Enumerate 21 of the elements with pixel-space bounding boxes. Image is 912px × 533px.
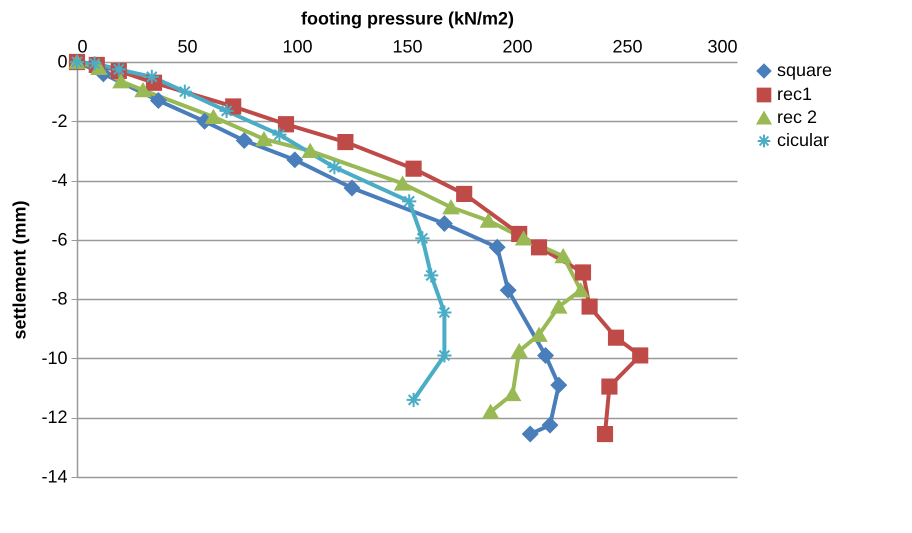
x-tick-label: 150 — [392, 36, 423, 56]
y-axis-title: settlement (mm) — [9, 200, 30, 340]
x-tick-label: 250 — [612, 36, 643, 56]
x-tick-label: 50 — [177, 36, 198, 56]
legend-label: rec 2 — [777, 107, 818, 127]
y-tick-label: -6 — [51, 229, 68, 250]
y-tick-label: -10 — [41, 348, 68, 368]
legend-label: square — [777, 60, 832, 80]
y-tick-label: -12 — [41, 407, 68, 428]
y-tick-label: -4 — [51, 170, 68, 190]
legend-label: cicular — [777, 130, 830, 150]
y-tick-label: -2 — [51, 110, 68, 131]
x-tick-label: 300 — [707, 36, 738, 56]
y-tick-label: -14 — [41, 466, 68, 486]
x-tick-label: 100 — [282, 36, 313, 56]
x-axis-title: footing pressure (kN/m2) — [300, 8, 514, 28]
y-tick-label: -8 — [51, 288, 68, 309]
y-tick-label: 0 — [57, 52, 68, 72]
x-tick-label: 0 — [78, 36, 88, 56]
legend-label: rec1 — [777, 84, 812, 104]
x-tick-label: 200 — [502, 36, 533, 56]
